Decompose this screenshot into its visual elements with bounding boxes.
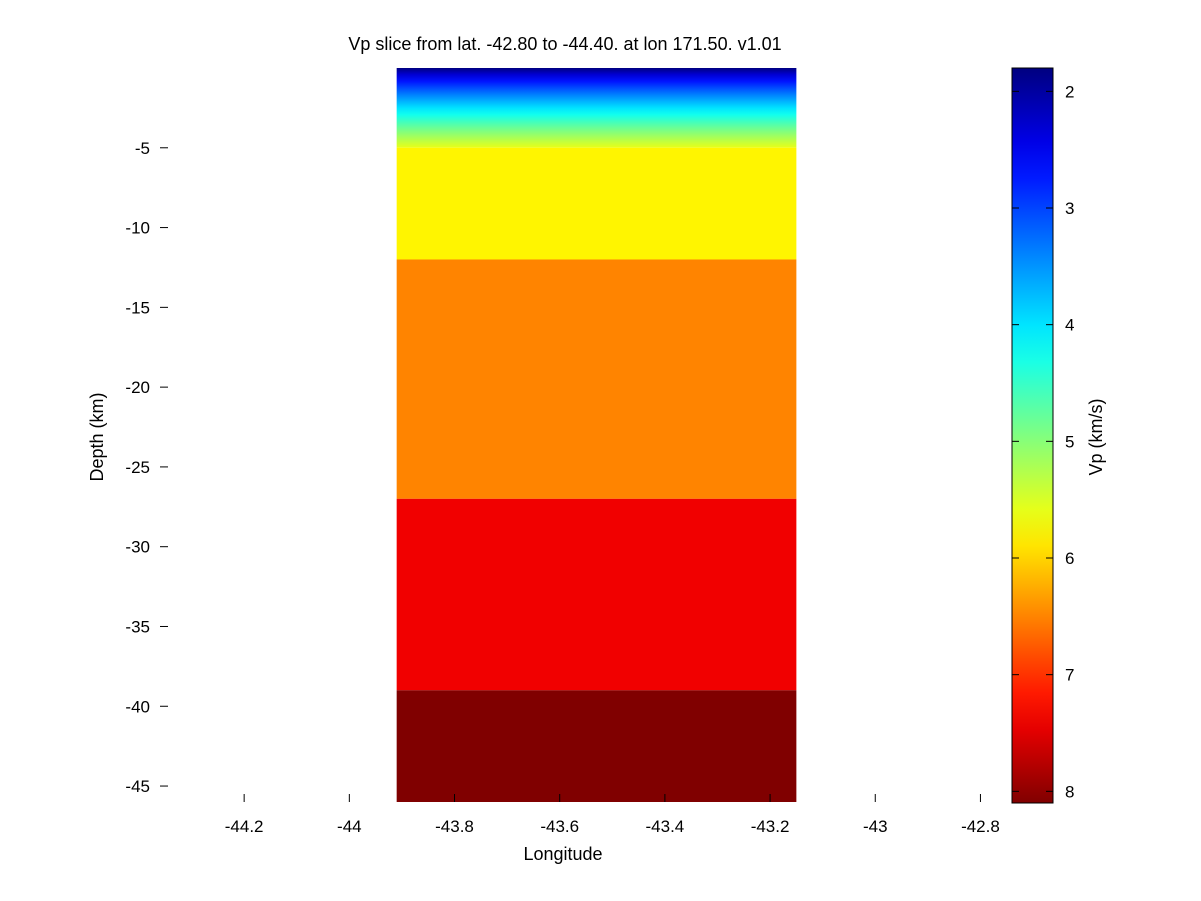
x-tick-label: -43.4 bbox=[646, 817, 685, 836]
y-tick-label: -45 bbox=[125, 777, 150, 796]
vp-layer-3 bbox=[396, 259, 797, 499]
y-tick-label: -15 bbox=[125, 298, 150, 317]
x-tick-label: -43.6 bbox=[540, 817, 579, 836]
x-axis: -44.2 -44 -43.8 -43.6 -43.4 -43.2 -43 -42.8 bbox=[225, 794, 1000, 836]
x-axis-title: Longitude bbox=[523, 844, 602, 864]
colorbar-tick-label: 3 bbox=[1065, 199, 1074, 218]
x-tick-label: -44.2 bbox=[225, 817, 264, 836]
y-tick-label: -25 bbox=[125, 458, 150, 477]
colorbar-tick-label: 2 bbox=[1065, 82, 1074, 101]
y-axis: -5 -10 -15 -20 -25 -30 -35 -40 -45 bbox=[125, 139, 168, 796]
y-tick-label: -30 bbox=[125, 538, 150, 557]
chart-title: Vp slice from lat. -42.80 to -44.40. at … bbox=[348, 34, 781, 54]
vp-layers bbox=[396, 68, 797, 802]
x-tick-label: -44 bbox=[337, 817, 362, 836]
y-axis-title: Depth (km) bbox=[87, 392, 107, 481]
colorbar-ticks: 2 3 4 5 6 7 8 bbox=[1012, 82, 1074, 801]
colorbar-tick-label: 4 bbox=[1065, 316, 1074, 335]
colorbar-tick-label: 6 bbox=[1065, 549, 1074, 568]
colorbar-tick-label: 5 bbox=[1065, 432, 1074, 451]
vp-layer-4 bbox=[396, 498, 797, 691]
y-tick-label: -40 bbox=[125, 697, 150, 716]
y-tick-label: -20 bbox=[125, 378, 150, 397]
x-tick-label: -43.2 bbox=[751, 817, 790, 836]
y-tick-label: -35 bbox=[125, 617, 150, 636]
colorbar-tick-label: 8 bbox=[1065, 782, 1074, 801]
colorbar-tick-label: 7 bbox=[1065, 666, 1074, 685]
colorbar: 2 3 4 5 6 7 8 Vp (km/s) bbox=[1011, 67, 1106, 804]
x-tick-label: -43 bbox=[863, 817, 888, 836]
vp-layer-1 bbox=[396, 68, 797, 148]
colorbar-gradient bbox=[1011, 67, 1054, 804]
x-tick-label: -42.8 bbox=[961, 817, 1000, 836]
vp-layer-2 bbox=[396, 147, 797, 260]
colorbar-title: Vp (km/s) bbox=[1086, 398, 1106, 475]
vp-layer-5 bbox=[396, 690, 797, 802]
x-tick-label: -43.8 bbox=[435, 817, 474, 836]
y-tick-label: -10 bbox=[125, 219, 150, 238]
y-tick-label: -5 bbox=[135, 139, 150, 158]
